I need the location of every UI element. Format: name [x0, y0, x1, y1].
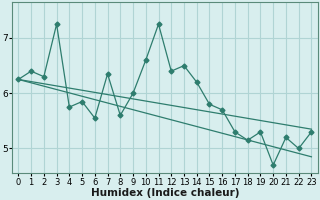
X-axis label: Humidex (Indice chaleur): Humidex (Indice chaleur)	[91, 188, 239, 198]
